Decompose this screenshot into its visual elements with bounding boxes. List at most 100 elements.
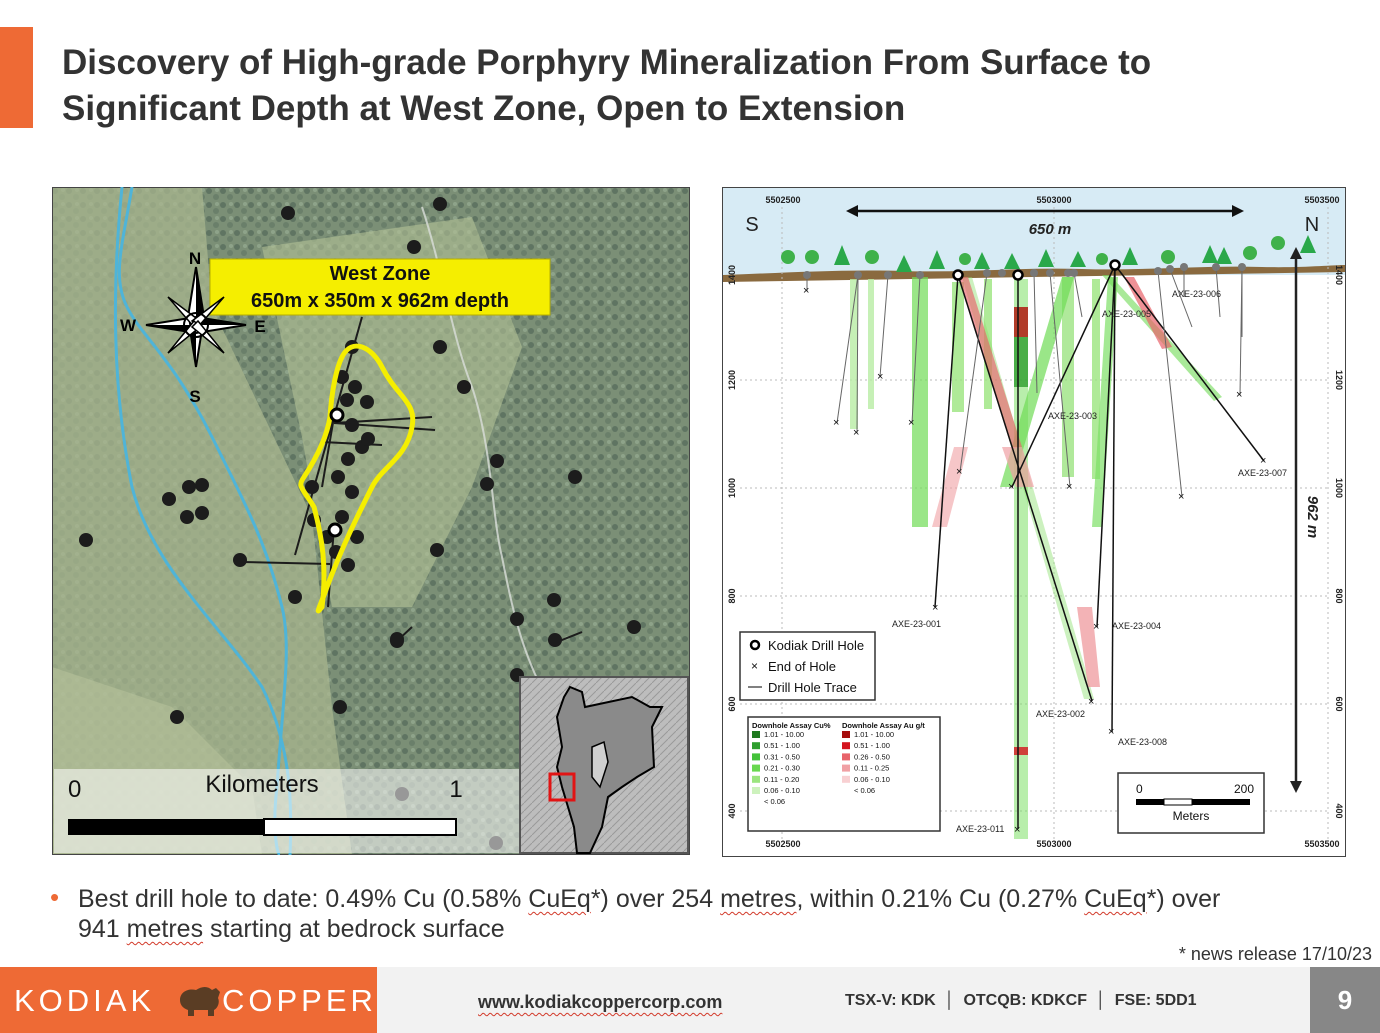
inset-location-marker bbox=[548, 772, 576, 802]
assay-legend-cu-rows: 1.01 - 10.00 0.51 - 1.00 0.31 - 0.50 0.21 -… bbox=[752, 730, 804, 806]
assay-legend-au-swatch-4 bbox=[842, 775, 850, 783]
hole-label-008: AXE-23-008 bbox=[1118, 737, 1167, 747]
assay-legend-au-range-5: < 0.06 bbox=[854, 786, 875, 795]
legend-end-of-hole-label: End of Hole bbox=[768, 659, 836, 674]
legend-trace-label: Drill Hole Trace bbox=[768, 680, 857, 695]
surface-tree-icons bbox=[781, 235, 1316, 272]
width-label: 650 m bbox=[1029, 221, 1072, 238]
assay-legend-cu-range-3: 0.21 - 0.30 bbox=[764, 764, 800, 773]
assay-legend-cu-swatch-0 bbox=[752, 731, 760, 738]
title-accent-bar bbox=[0, 27, 33, 128]
svg-text:×: × bbox=[956, 466, 962, 478]
footer-bar: KODIAK COPPER www.kodiakcoppercorp.com T… bbox=[0, 967, 1380, 1033]
scale-bar-background bbox=[54, 769, 520, 853]
sky-band bbox=[723, 188, 1345, 275]
assay-legend-au-swatch-2 bbox=[842, 753, 850, 761]
assay-legend-cu-swatch-1 bbox=[752, 742, 760, 750]
historic-drill-traces bbox=[806, 266, 1243, 498]
page-title: Discovery of High-grade Porphyry Mineral… bbox=[62, 40, 1352, 132]
assay-legend-cu-swatch-2 bbox=[752, 753, 760, 761]
scale-bar-start: 0 bbox=[68, 776, 81, 803]
legend-drill-hole-icon bbox=[749, 639, 761, 651]
assay-legend-cu-range-6: < 0.06 bbox=[764, 797, 785, 806]
elevation-label-left-600: 600 bbox=[727, 696, 737, 711]
svg-text:×: × bbox=[1093, 621, 1099, 633]
svg-text:×: × bbox=[1178, 491, 1184, 503]
assay-legend-cu-range-1: 0.51 - 1.00 bbox=[764, 741, 800, 750]
easting-label-bottom-3: 5503500 bbox=[1304, 839, 1339, 849]
kodiak-collar-001 bbox=[952, 269, 964, 281]
aerial-map: West Zone 650m x 350m x 962m depth N S E… bbox=[51, 186, 691, 857]
bullet-seg-1: Best drill hole to date: 0.49% Cu (0.58% bbox=[78, 885, 529, 913]
svg-text:×: × bbox=[1088, 696, 1094, 708]
hole-label-011: AXE-23-011 bbox=[956, 824, 1004, 834]
svg-text:×: × bbox=[853, 427, 859, 439]
stock-tickers: TSX-V: KDK │ OTCQB: KDKCF │ FSE: 5DD1 bbox=[845, 992, 1197, 1009]
compass-s-label: S bbox=[189, 387, 200, 406]
assay-legend-cu-swatch-4 bbox=[752, 775, 760, 783]
hole-label-005: AXE-23-005 bbox=[1102, 309, 1151, 319]
news-release-footnote: * news release 17/10/23 bbox=[1178, 944, 1372, 964]
hole-label-003: AXE-23-003 bbox=[1048, 411, 1097, 421]
cross-section-panel: 5502500 5503000 5503500 5502500 5503000 … bbox=[721, 186, 1347, 858]
valley-terrain bbox=[52, 187, 352, 855]
svg-text:×: × bbox=[877, 371, 883, 383]
assay-legend-au-range-2: 0.26 - 0.50 bbox=[854, 752, 890, 761]
scale-bar-white-segment bbox=[263, 818, 457, 836]
assay-legend-cu-title: Downhole Assay Cu% bbox=[752, 721, 831, 730]
compass-n-label: N bbox=[189, 249, 201, 268]
zone-label-box bbox=[209, 258, 551, 316]
elevation-label-right-1000: 1000 bbox=[1334, 478, 1344, 498]
historic-collars bbox=[803, 263, 1246, 279]
easting-label-bottom-2: 5503000 bbox=[1036, 839, 1071, 849]
website-link[interactable]: www.kodiakcoppercorp.com bbox=[478, 992, 723, 1012]
svg-text:×: × bbox=[1260, 455, 1266, 467]
compass-e-label: E bbox=[254, 317, 265, 336]
elevation-label-left-1000: 1000 bbox=[727, 478, 737, 498]
cross-section-figure: 5502500 5503000 5503500 5502500 5503000 … bbox=[721, 186, 1347, 858]
legend-end-of-hole-icon: × bbox=[751, 659, 758, 673]
end-of-hole-markers: × × × × × × × × × × × × × × × × bbox=[803, 285, 1266, 836]
aerial-map-panel: West Zone 650m x 350m x 962m depth N S E… bbox=[51, 186, 691, 857]
hole-label-002: AXE-23-002 bbox=[1036, 709, 1085, 719]
hole-labels: AXE-23-001 AXE-23-002 AXE-23-003 AXE-23-… bbox=[892, 289, 1287, 834]
bullet-seg-2: CuEq bbox=[528, 885, 591, 913]
elevation-label-right-600: 600 bbox=[1334, 696, 1344, 711]
zone-label-title: West Zone bbox=[330, 263, 431, 285]
assay-legend-au-swatch-1 bbox=[842, 742, 850, 750]
drill-hole-legend: Kodiak Drill Hole × End of Hole Drill Ho… bbox=[739, 631, 876, 701]
zone-label-dimensions: 650m x 350m x 962m depth bbox=[251, 290, 509, 312]
elevation-label-right-800: 800 bbox=[1334, 588, 1344, 603]
elevation-label-left-1200: 1200 bbox=[727, 370, 737, 390]
width-arrow-right-head bbox=[1232, 205, 1244, 217]
bullet-seg-3: *) over 254 bbox=[590, 885, 721, 913]
assay-legend-au-swatch-3 bbox=[842, 764, 850, 772]
assay-legend-cu-range-5: 0.06 - 0.10 bbox=[764, 786, 800, 795]
svg-text:×: × bbox=[1236, 389, 1242, 401]
kodiak-collar-005 bbox=[1109, 259, 1121, 271]
depth-label: 962 m bbox=[1304, 496, 1321, 539]
compass-rose-icon: N S E W bbox=[120, 249, 266, 406]
svg-text:×: × bbox=[1066, 481, 1072, 493]
river-west-branch bbox=[113, 186, 293, 856]
elevation-label-left-800: 800 bbox=[727, 588, 737, 603]
assay-legend: Downhole Assay Cu% Downhole Assay Au g/t… bbox=[747, 716, 941, 832]
page-title-line-2: Significant Depth at West Zone, Open to … bbox=[62, 89, 906, 128]
west-zone-outline bbox=[298, 343, 416, 614]
bullet-seg-4: metres bbox=[720, 885, 797, 913]
easting-label-top-1: 5502500 bbox=[765, 195, 800, 205]
bullet-text: Best drill hole to date: 0.49% Cu (0.58%… bbox=[50, 884, 1340, 944]
assay-legend-au-range-3: 0.11 - 0.25 bbox=[854, 764, 889, 773]
company-logo: KODIAK COPPER bbox=[0, 967, 377, 1033]
assay-legend-cu-range-2: 0.31 - 0.50 bbox=[764, 752, 800, 761]
depth-arrow-bottom-head bbox=[1290, 781, 1302, 793]
assay-legend-cu-range-4: 0.11 - 0.20 bbox=[764, 775, 799, 784]
bullet-dot: • bbox=[50, 882, 60, 912]
page-title-line-1: Discovery of High-grade Porphyry Mineral… bbox=[62, 43, 1152, 82]
assay-legend-au-range-4: 0.06 - 0.10 bbox=[854, 775, 890, 784]
elevation-label-left-1400: 1400 bbox=[727, 265, 737, 285]
easting-label-top-3: 5503500 bbox=[1304, 195, 1339, 205]
bullet-seg-9: metres bbox=[126, 915, 204, 943]
bullet-seg-7: *) over bbox=[1146, 885, 1221, 913]
logo-text-copper: COPPER bbox=[222, 983, 377, 1018]
